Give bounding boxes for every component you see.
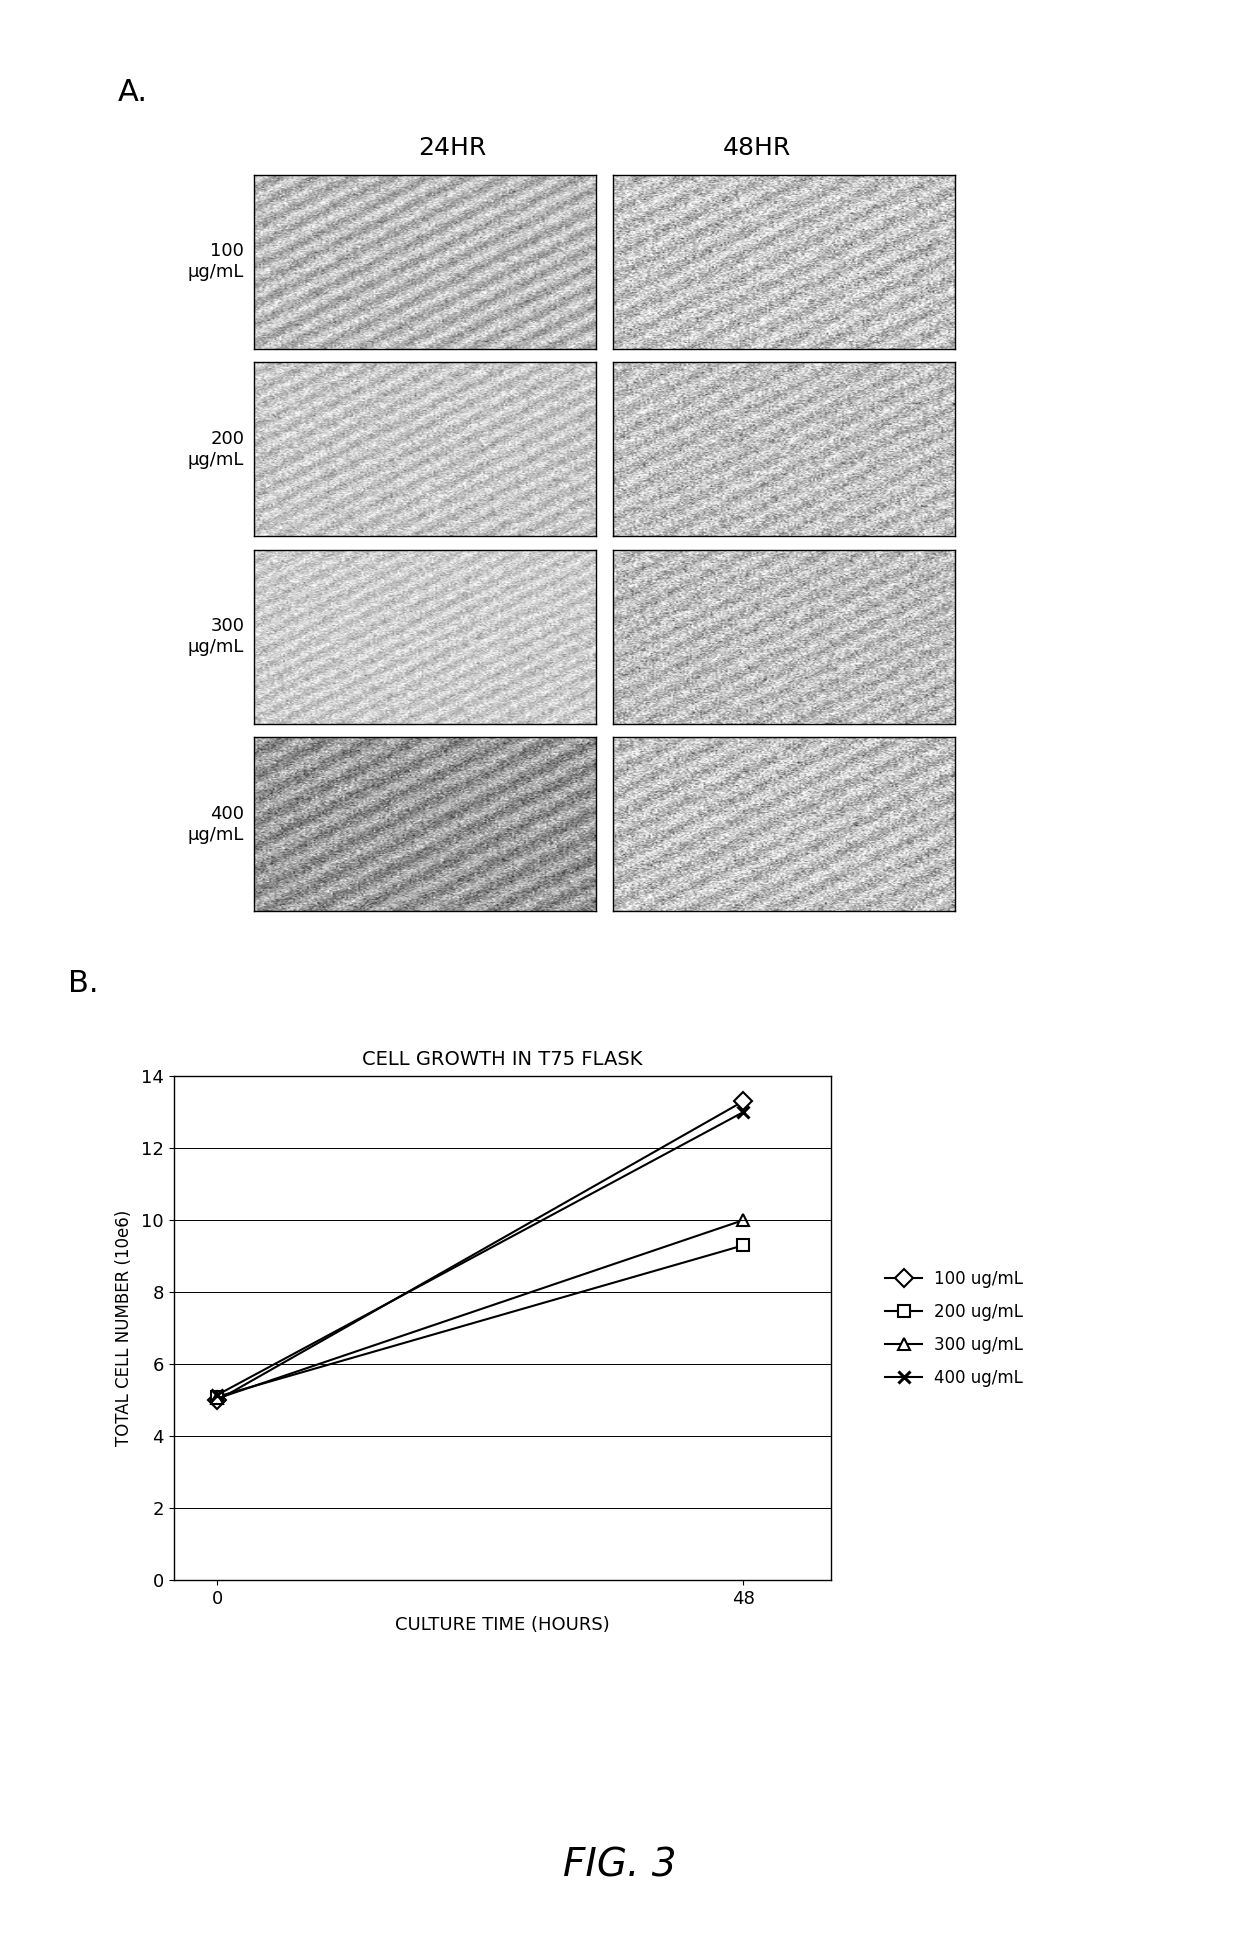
Text: FIG. 3: FIG. 3 [563, 1846, 677, 1885]
Text: 300
μg/mL: 300 μg/mL [188, 617, 244, 655]
Title: CELL GROWTH IN T75 FLASK: CELL GROWTH IN T75 FLASK [362, 1051, 642, 1068]
Text: B.: B. [68, 970, 99, 999]
Text: 200
μg/mL: 200 μg/mL [188, 430, 244, 469]
Y-axis label: TOTAL CELL NUMBER (10e6): TOTAL CELL NUMBER (10e6) [114, 1210, 133, 1446]
Text: 48HR: 48HR [722, 136, 791, 159]
Text: 24HR: 24HR [418, 136, 487, 159]
X-axis label: CULTURE TIME (HOURS): CULTURE TIME (HOURS) [394, 1617, 610, 1635]
Text: A.: A. [118, 78, 148, 107]
Legend: 100 ug/mL, 200 ug/mL, 300 ug/mL, 400 ug/mL: 100 ug/mL, 200 ug/mL, 300 ug/mL, 400 ug/… [879, 1262, 1029, 1394]
Text: 100
μg/mL: 100 μg/mL [188, 242, 244, 281]
Text: 400
μg/mL: 400 μg/mL [188, 805, 244, 843]
